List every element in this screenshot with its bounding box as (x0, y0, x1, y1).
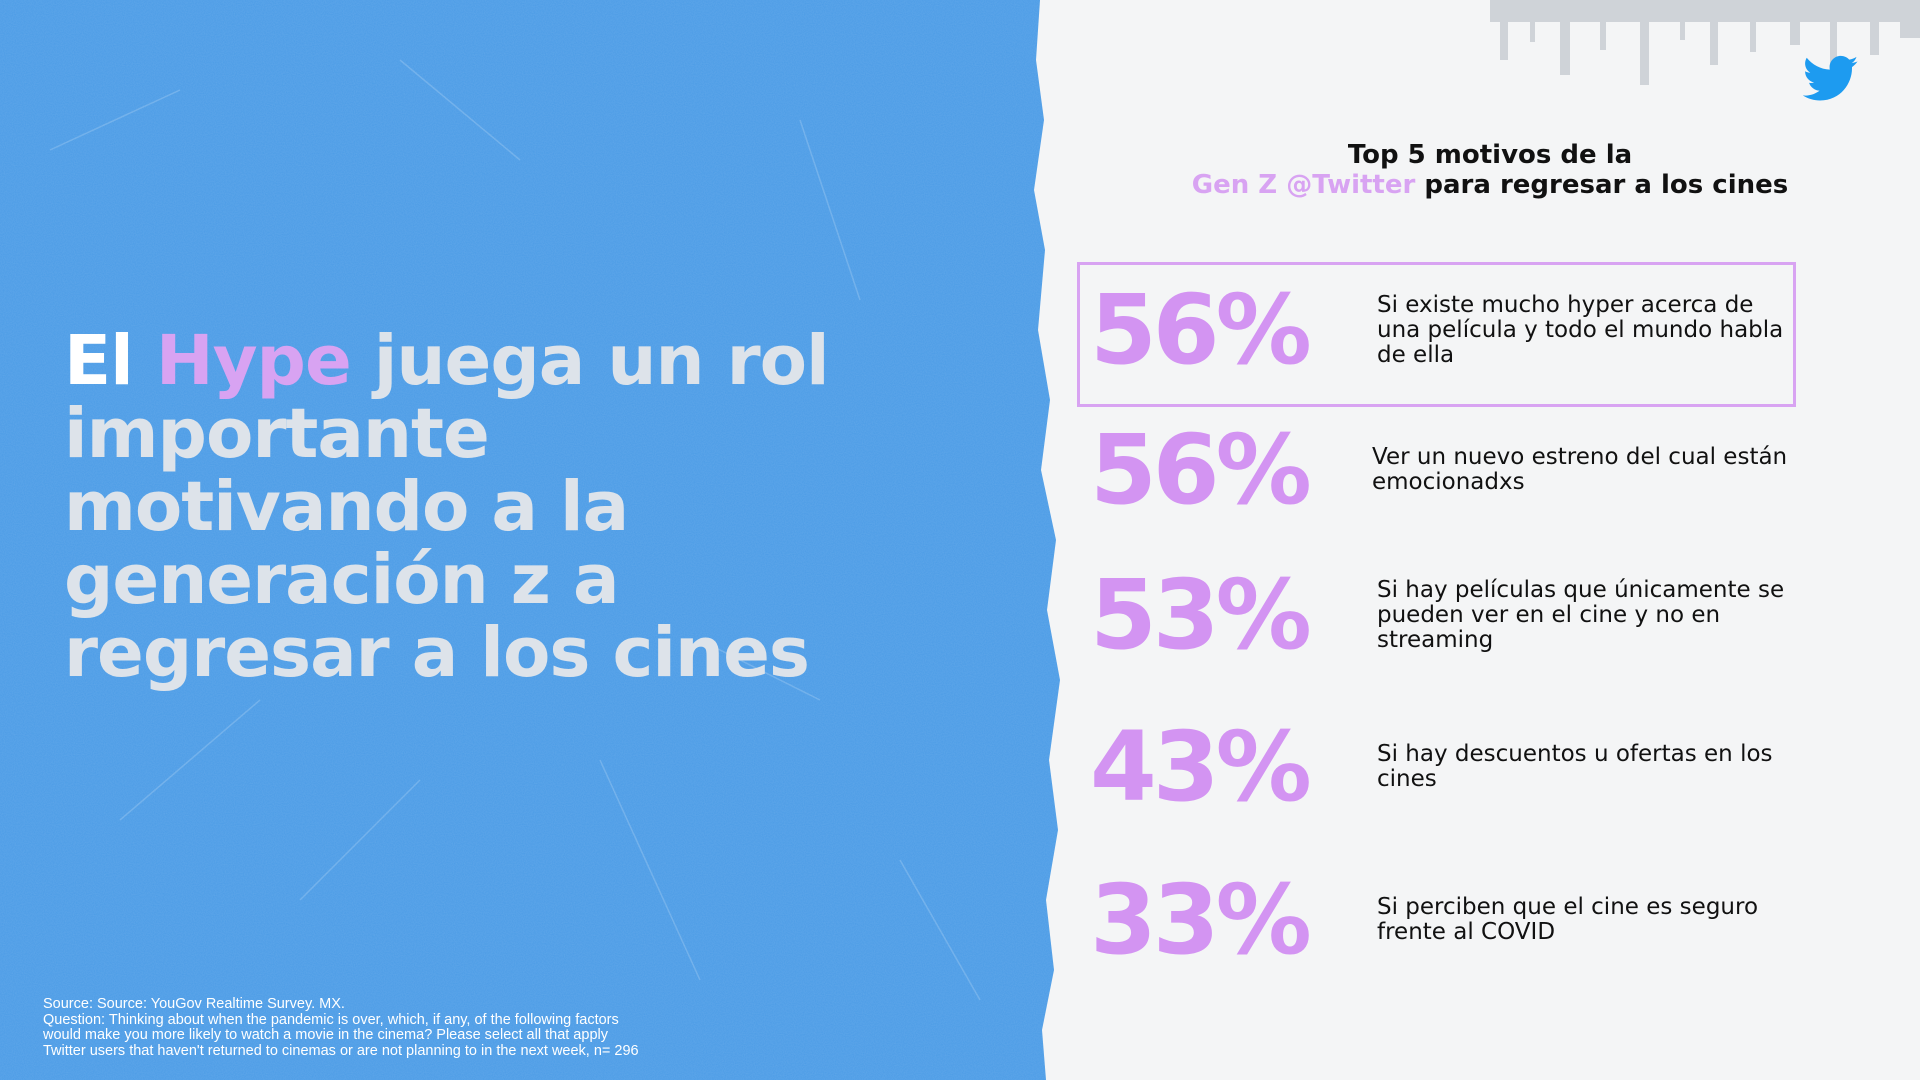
chart-title-line-1: Top 5 motivos de la (1347, 140, 1633, 170)
source-line-4: Twitter users that haven't returned to c… (43, 1042, 639, 1059)
stat-percent: 43% (1090, 711, 1312, 823)
chart-title-line-2-rest: para regresar a los cines (1424, 170, 1789, 200)
headline-line-3: motivando a la (64, 467, 629, 547)
chart-title-accent: Gen Z @Twitter (1191, 170, 1416, 200)
stat-label: Si hay descuentos u ofertas en los cines (1377, 741, 1773, 792)
source-line-2: Question: Thinking about when the pandem… (43, 1011, 619, 1028)
stat-label: Si perciben que el cine es seguro frente… (1377, 894, 1759, 945)
stat-label: Si existe mucho hyper acerca de una pelí… (1377, 291, 1784, 368)
stat-percent: 56% (1090, 274, 1312, 386)
stat-row-5: 33% Si perciben que el cine es seguro fr… (1090, 855, 1790, 985)
headline-line-2: importante (64, 394, 490, 474)
headline-line-1-rest: juega un rol (373, 321, 830, 401)
stat-row-4: 43% Si hay descuentos u ofertas en los c… (1090, 702, 1790, 832)
headline-word-hype: Hype (155, 321, 352, 401)
headline-line-4: generación z a (64, 540, 620, 620)
headline-word-el: El (64, 321, 134, 401)
stat-row-2: 56% Ver un nuevo estreno del cual están … (1090, 405, 1790, 535)
headline: El Hype juega un rol importante motivand… (64, 325, 964, 690)
stat-percent: 53% (1090, 559, 1312, 671)
source-line-1: Source: Source: YouGov Realtime Survey. … (43, 996, 345, 1012)
source-line-3: would make you more likely to watch a mo… (43, 1027, 608, 1044)
chart-title-line-2: Gen Z @Twitter para regresar a los cines (1100, 170, 1880, 200)
stat-label: Ver un nuevo estreno del cual están emoc… (1372, 444, 1788, 495)
headline-line-1: El Hype juega un rol (64, 325, 964, 398)
stat-percent: 33% (1090, 864, 1312, 976)
stat-percent: 56% (1090, 414, 1312, 526)
chart-title: Top 5 motivos de la Gen Z @Twitter para … (1100, 140, 1880, 200)
stat-row-3: 53% Si hay películas que únicamente se p… (1090, 550, 1790, 680)
stat-row-1: 56% Si existe mucho hyper acerca de una … (1077, 262, 1796, 407)
twitter-bird-icon (1803, 55, 1859, 103)
twitter-bird-icon-svg (1803, 55, 1859, 101)
source-footnote: Source: Source: YouGov Realtime Survey. … (43, 996, 743, 1059)
headline-line-5: regresar a los cines (64, 613, 810, 693)
stat-label: Si hay películas que únicamente se puede… (1377, 576, 1785, 653)
